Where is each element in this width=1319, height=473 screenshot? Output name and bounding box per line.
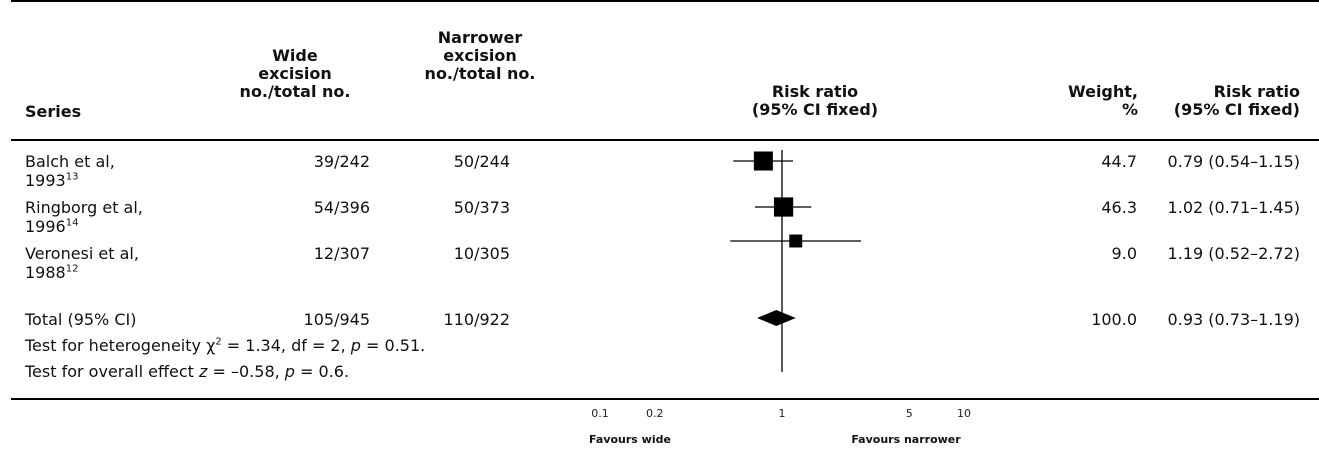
favours-wide-label: Favours wide	[589, 433, 671, 446]
overall-effect-test: Test for overall effect z = –0.58, p = 0…	[25, 362, 350, 381]
axis-rule	[11, 398, 1319, 400]
total-ci: 0.93 (0.73–1.19)	[1167, 310, 1300, 329]
header-narrow: Narrower excision no./total no.	[424, 28, 536, 83]
header-weight: Weight, %	[1068, 82, 1138, 119]
total-narrow-count: 110/922	[443, 310, 510, 329]
header-risk-ratio-plot: Risk ratio (95% CI fixed)	[751, 82, 879, 119]
point-estimate-square	[773, 197, 794, 217]
wide-count: 54/396	[313, 198, 370, 217]
ci-value: 1.02 (0.71–1.45)	[1167, 198, 1300, 217]
header-risk-ratio-ci: Risk ratio (95% CI fixed)	[1173, 82, 1300, 119]
favours-narrower-label: Favours narrower	[851, 433, 961, 446]
study-name: Balch et al, 199313	[25, 152, 115, 190]
header-series: Series	[25, 102, 82, 121]
heterogeneity-test: Test for heterogeneity χ2 = 1.34, df = 2…	[25, 336, 426, 355]
tick-label: 5	[906, 407, 913, 420]
wide-count: 39/242	[313, 152, 370, 171]
ci-value: 1.19 (0.52–2.72)	[1167, 244, 1300, 263]
total-wide-count: 105/945	[303, 310, 370, 329]
tick-label: 1	[779, 407, 786, 420]
study-name: Veronesi et al, 198812	[25, 244, 139, 282]
header-wide: Wide excision no./total no.	[239, 46, 351, 101]
header-rule	[11, 139, 1319, 141]
weight-value: 9.0	[1111, 244, 1137, 263]
total-diamond	[757, 310, 796, 326]
weight-value: 44.7	[1101, 152, 1137, 171]
narrow-count: 10/305	[453, 244, 510, 263]
top-rule	[11, 0, 1319, 2]
wide-count: 12/307	[313, 244, 370, 263]
narrow-count: 50/373	[453, 198, 510, 217]
total-weight: 100.0	[1091, 310, 1137, 329]
tick-label: 10	[957, 407, 971, 420]
study-name: Ringborg et al, 199614	[25, 198, 143, 236]
tick-label: 0.1	[591, 407, 609, 420]
ci-value: 0.79 (0.54–1.15)	[1167, 152, 1300, 171]
narrow-count: 50/244	[453, 152, 510, 171]
point-estimate-square	[789, 234, 803, 248]
point-estimate-square	[753, 151, 773, 171]
total-label: Total (95% CI)	[25, 310, 137, 329]
weight-value: 46.3	[1101, 198, 1137, 217]
tick-label: 0.2	[646, 407, 664, 420]
